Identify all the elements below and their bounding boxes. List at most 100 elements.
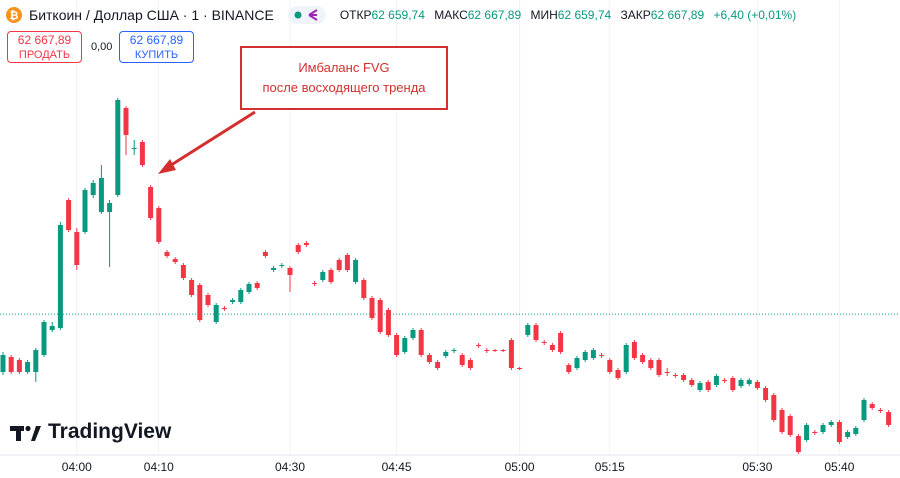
x-tick-label: 05:30 [742,460,772,474]
bitcoin-icon: ₿ [6,7,22,23]
candle-body [312,283,318,284]
candle-body [681,375,687,380]
candle-body [492,350,498,351]
candle-body [484,350,490,351]
candle-body [533,325,539,340]
candle-body [33,350,39,372]
candle-body [156,208,162,242]
stat-value: 62 667,89 [467,8,522,22]
candle-body [344,255,350,270]
candle-body [98,178,104,212]
sell-button[interactable]: 62 667,89 ПРОДАТЬ [7,31,82,63]
buy-price: 62 667,89 [129,33,184,47]
stat-value: 62 659,74 [557,8,612,22]
candle-body [74,232,80,265]
candle-body [697,383,703,390]
annotation: Имбаланс FVG после восходящего тренда [240,46,448,110]
candle-body [746,380,752,384]
candle-body [246,284,252,292]
candle-body [361,280,367,298]
candle-body [131,148,137,149]
candle-body [845,432,851,437]
spread: 0,00 [91,41,113,53]
candle-body [566,365,572,372]
symbol-title[interactable]: Биткоин / Доллар США · 1 · BINANCE [29,7,274,23]
stat-label: ОТКР [339,8,372,22]
candle-body [804,425,810,440]
candle-body [599,355,605,356]
annotation-line: Имбаланс FVG [298,60,390,75]
candle-body [689,380,695,385]
candle-body [795,436,801,452]
candle-body [377,300,383,332]
x-tick-label: 04:00 [62,460,92,474]
candle-body [656,360,662,375]
candle-body [410,330,416,338]
candle-body [459,355,465,365]
candle-body [869,404,875,408]
candle-body [590,350,596,358]
candle-body [279,265,285,266]
candle-body [41,322,47,355]
candle-body [172,259,178,262]
candle-body [607,360,613,372]
candle-body [262,252,268,256]
candle-body [648,360,654,368]
stat-label: МИН [530,8,558,22]
candle-body [517,368,523,369]
candle-body [336,260,342,270]
candle-body [320,272,326,280]
candle-body [123,108,129,135]
logo-text: TradingView [48,420,172,443]
stat-value: 62 667,89 [650,8,705,22]
candle-body [328,270,334,282]
candle-body [525,325,531,335]
candle-body [180,265,186,278]
candle-body [16,360,22,372]
x-tick-label: 04:45 [382,460,412,474]
candle-body [779,410,785,432]
sell-label: ПРОДАТЬ [18,49,71,61]
candle-body [623,345,629,372]
candle-body [549,345,555,350]
candle-body [853,428,859,434]
candle-body [271,268,277,270]
candle-body [148,187,154,218]
candle-body [353,260,359,282]
candle-body [722,380,728,381]
candle-body [287,268,293,275]
candle-body [443,352,449,356]
candle-body [664,372,670,373]
logo-icon [10,425,41,441]
candle-body [189,280,195,295]
buy-label: КУПИТЬ [134,49,179,61]
candle-body [0,355,6,372]
candle-body [467,360,473,368]
candle-body [451,350,457,351]
candle-body [303,243,309,245]
candle-body [369,298,375,318]
buy-button[interactable]: 62 667,89 КУПИТЬ [119,31,194,63]
candle-body [763,388,769,400]
candle-body [66,200,72,230]
candle-body [164,252,170,256]
candle-body [221,308,227,309]
candle-body [115,100,121,195]
candle-body [82,190,88,232]
stat-label: МАКС [434,8,468,22]
stat-label: ЗАКР [620,8,651,22]
stat-value: 62 659,74 [371,8,425,22]
candle-body [877,410,883,411]
candle-body [500,350,506,351]
x-tick-label: 04:10 [144,460,174,474]
candle-body [787,416,793,435]
fvg-arrow [158,110,256,174]
candle-body [476,345,482,346]
candle-body [541,342,547,343]
candle-body [238,290,244,302]
status-pill[interactable] [287,6,326,24]
candle-body [820,425,826,432]
candle-body [574,358,580,368]
